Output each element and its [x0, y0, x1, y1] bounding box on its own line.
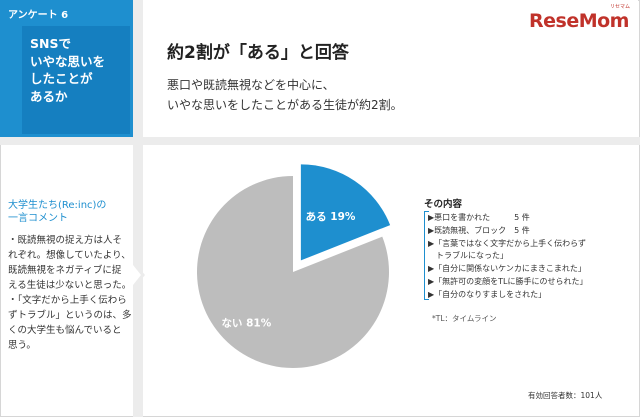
legend-note: *TL：タイムライン	[432, 314, 497, 323]
comment-title: 大学生たち(Re:inc)の 一言コメント	[8, 199, 106, 225]
subtitle-line: 悪口や既読無視などを中心に、	[167, 78, 335, 92]
legend-item: ▶「無許可の変顔をTLに勝手にのせられた」	[428, 277, 588, 286]
respondent-count: 有効回答者数：101人	[528, 391, 603, 400]
question-line: いやな思いを	[30, 53, 106, 69]
legend-title: その内容	[424, 199, 463, 210]
comment-title-line: 一言コメント	[8, 213, 68, 224]
comment-line: ずトラブル」というのは、多	[8, 310, 132, 321]
subtitle-line: いやな思いをしたことがある生徒が約2割。	[167, 98, 403, 112]
pie-label-no: ない 81%	[221, 317, 271, 329]
question-text: SNSで いやな思いを したことが あるか	[30, 35, 130, 105]
pie-slice-no	[196, 176, 389, 369]
comment-body: ・既読無視の捉え方は人そ れぞれ。想像していたより、 既読無視をネガティブに捉 …	[8, 233, 134, 353]
pie-slice-yes	[300, 164, 391, 261]
comment-line: れぞれ。想像していたより、	[8, 250, 131, 261]
resemom-logo[interactable]: ReseMom	[529, 10, 629, 32]
question-line: SNSで	[30, 36, 71, 51]
question-box	[22, 26, 130, 134]
comment-title-line: 大学生たち(Re:inc)の	[8, 200, 107, 211]
question-line: あるか	[30, 88, 68, 104]
legend-bracket	[424, 211, 429, 300]
logo-kana: リセマム	[610, 4, 631, 10]
pie-label-yes: ある 19%	[306, 210, 356, 223]
vertical-divider	[133, 0, 143, 417]
pointer-arrow-inner	[133, 265, 141, 285]
headline: 約2割が「ある」と回答	[167, 43, 349, 63]
comment-line: くの大学生も悩んでいると	[8, 325, 122, 336]
comment-line: える生徒は少ないと思った。	[8, 280, 132, 291]
legend-item: トラブルになった」	[428, 251, 508, 260]
comment-line: 思う。	[8, 340, 36, 351]
legend-item: ▶「言葉ではなく文字だから上手く伝わらず	[428, 239, 586, 248]
comment-line: ・「文字だから上手く伝わら	[8, 295, 127, 306]
question-line: したことが	[30, 71, 93, 86]
horizontal-divider	[0, 137, 640, 145]
comment-line: 既読無視をネガティブに捉	[8, 265, 122, 276]
survey-tag: アンケート 6	[8, 10, 69, 21]
legend-item: ▶「自分のなりすましをされた」	[428, 290, 547, 299]
legend-item: ▶「自分に関係ないケンカにまきこまれた」	[428, 264, 586, 273]
legend-item: ▶既読無視、ブロック 5 件	[428, 226, 530, 235]
legend-item: ▶悪口を書かれた 5 件	[428, 213, 530, 222]
header-panel	[143, 0, 638, 137]
comment-line: ・既読無視の捉え方は人そ	[8, 235, 123, 246]
